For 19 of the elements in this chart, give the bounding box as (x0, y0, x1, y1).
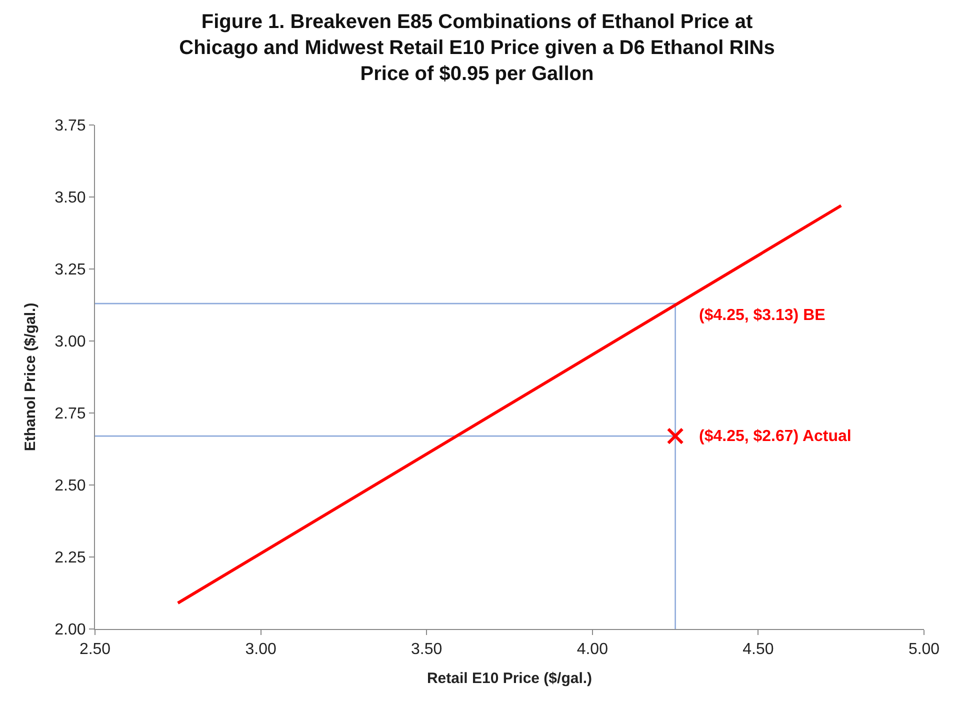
y-tick-label: 3.50 (54, 190, 86, 207)
x-tick-label: 2.50 (79, 641, 111, 658)
y-tick-label: 2.75 (54, 406, 86, 423)
y-tick-label: 3.00 (54, 334, 86, 351)
y-tick-label: 3.75 (54, 118, 86, 135)
x-tick-label: 3.00 (245, 641, 276, 658)
x-axis-title: Retail E10 Price ($/gal.) (426, 670, 592, 688)
y-tick-label: 2.50 (54, 478, 86, 495)
annotation: ($4.25, $3.13) BE (699, 307, 826, 324)
y-tick-label: 2.25 (54, 550, 86, 567)
x-tick-label: 5.00 (908, 641, 940, 658)
y-axis-title: Ethanol Price ($/gal.) (22, 302, 39, 452)
x-tick-label: 4.00 (576, 641, 608, 658)
y-tick-label: 2.00 (54, 622, 86, 639)
annotation: ($4.25, $2.67) Actual (699, 428, 852, 445)
chart-title: Figure 1. Breakeven E85 Combinations of Ethanol Price at Chicago and Midwest Retail E10 Price given a D6 Ethanol RINs Price of $0.95 per Gallon (179, 11, 775, 86)
x-tick-label: 3.50 (411, 641, 442, 658)
x-tick-label: 4.50 (742, 641, 774, 658)
y-tick-label: 3.25 (54, 262, 86, 279)
